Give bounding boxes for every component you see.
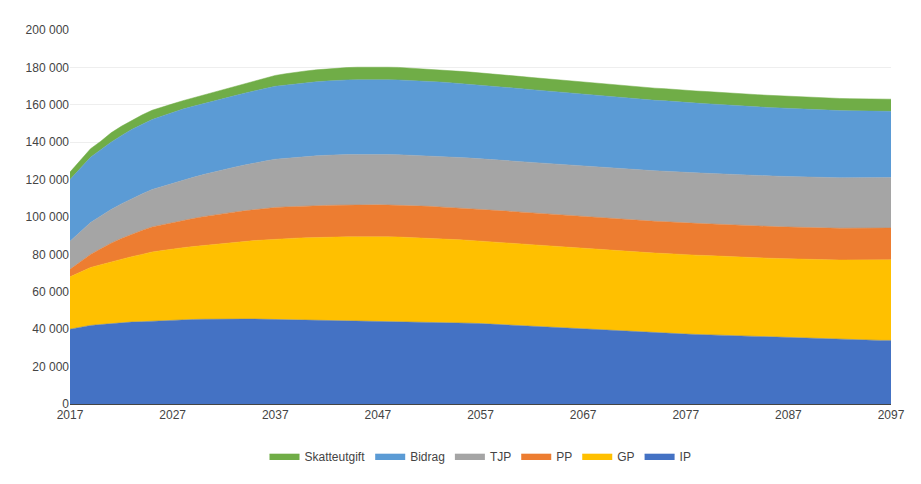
svg-text:GP: GP xyxy=(617,450,634,464)
svg-text:2087: 2087 xyxy=(775,408,802,422)
svg-text:2017: 2017 xyxy=(57,408,84,422)
svg-text:2067: 2067 xyxy=(570,408,597,422)
svg-text:20 000: 20 000 xyxy=(32,360,69,374)
svg-text:60 000: 60 000 xyxy=(32,285,69,299)
svg-text:2037: 2037 xyxy=(262,408,289,422)
svg-text:180 000: 180 000 xyxy=(26,61,70,75)
svg-text:Bidrag: Bidrag xyxy=(410,450,445,464)
svg-text:IP: IP xyxy=(680,450,691,464)
svg-text:2027: 2027 xyxy=(159,408,186,422)
svg-text:2057: 2057 xyxy=(467,408,494,422)
svg-text:2047: 2047 xyxy=(365,408,392,422)
svg-text:40 000: 40 000 xyxy=(32,322,69,336)
svg-text:0: 0 xyxy=(62,397,69,411)
svg-text:Skatteutgift: Skatteutgift xyxy=(305,450,366,464)
svg-text:PP: PP xyxy=(556,450,572,464)
svg-text:140 000: 140 000 xyxy=(26,135,70,149)
svg-text:120 000: 120 000 xyxy=(26,173,70,187)
svg-text:80 000: 80 000 xyxy=(32,248,69,262)
svg-text:TJP: TJP xyxy=(490,450,511,464)
svg-text:160 000: 160 000 xyxy=(26,98,70,112)
svg-text:2097: 2097 xyxy=(878,408,905,422)
svg-text:2077: 2077 xyxy=(672,408,699,422)
svg-text:100 000: 100 000 xyxy=(26,210,70,224)
svg-text:200 000: 200 000 xyxy=(26,23,70,37)
